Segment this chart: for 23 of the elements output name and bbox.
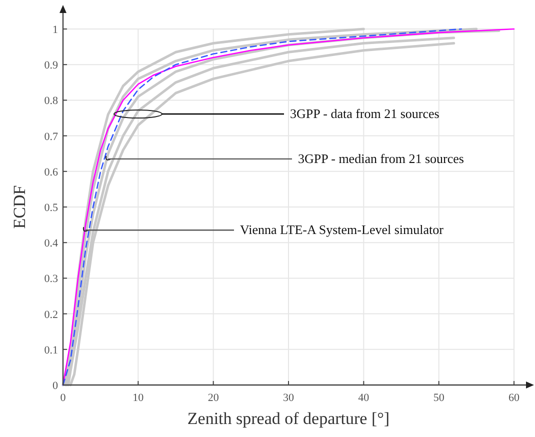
x-tick-label: 10 xyxy=(132,392,144,404)
y-tick-label: 0.5 xyxy=(44,202,58,214)
x-tick-label: 40 xyxy=(358,392,370,404)
y-tick-label: 0.4 xyxy=(44,238,58,250)
y-tick-label: 0.1 xyxy=(44,344,58,356)
y-tick-label: 0.7 xyxy=(44,130,58,143)
x-tick-label: 30 xyxy=(283,392,294,404)
annotation: 3GPP - data from 21 sources xyxy=(290,106,440,121)
y-tick-label: 0.3 xyxy=(44,273,58,286)
y-tick-label: 0.9 xyxy=(44,60,58,72)
x-tick-label: 50 xyxy=(433,392,445,404)
y-tick-label: 0.8 xyxy=(44,95,58,108)
y-tick-label: 1 xyxy=(52,24,58,36)
y-axis-title: ECDF xyxy=(10,185,29,229)
y-tick-label: 0.6 xyxy=(44,166,58,178)
x-axis-title: Zenith spread of departure [°] xyxy=(187,409,390,428)
x-tick-label: 20 xyxy=(208,392,220,404)
annotation: Vienna LTE-A System-Level simulator xyxy=(240,222,444,238)
annotation: 3GPP - median from 21 sources xyxy=(298,150,464,166)
x-tick-label: 0 xyxy=(60,392,66,404)
y-tick-label: 0.2 xyxy=(44,308,58,321)
x-tick-label: 60 xyxy=(508,392,520,404)
y-tick-label: 0 xyxy=(52,380,58,392)
